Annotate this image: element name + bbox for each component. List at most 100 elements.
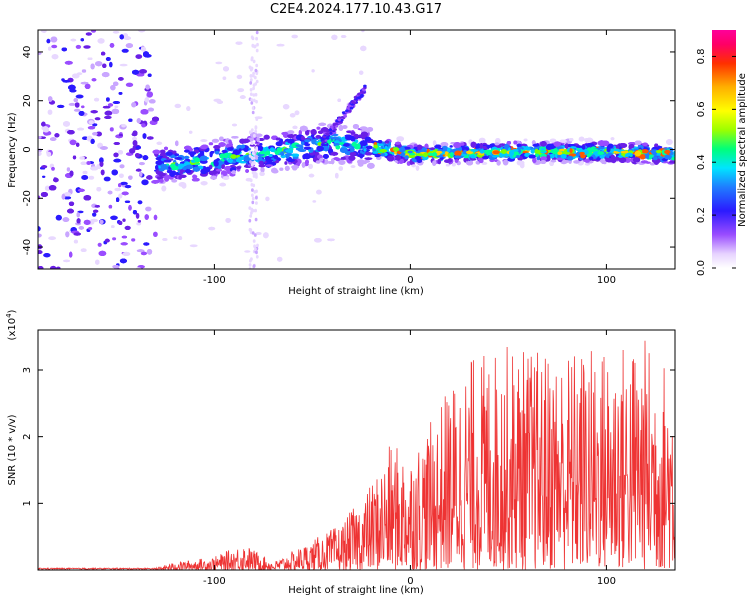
- spectrogram-cell: [576, 145, 583, 148]
- spectrogram-cell: [135, 54, 143, 59]
- spectrogram-cell: [523, 138, 528, 142]
- spectrogram-cell: [164, 146, 168, 151]
- spectrogram-cell: [109, 127, 114, 132]
- spectrogram-cell: [439, 157, 444, 160]
- spectrogram-cell: [417, 144, 422, 149]
- spectrogram-cell: [255, 232, 262, 235]
- spectrogram-cell: [208, 226, 216, 231]
- spectrogram-cell: [258, 160, 264, 166]
- spectrogram-cell: [249, 144, 256, 147]
- spectrogram-cell: [265, 150, 271, 156]
- spectrogram-cell: [132, 136, 137, 141]
- spectrogram-cell: [136, 221, 142, 226]
- spectrogram-cell: [304, 139, 311, 143]
- spectrogram-cell: [110, 215, 118, 220]
- spectrogram-cell: [664, 154, 672, 160]
- spectrogram-cell: [118, 173, 124, 179]
- spectrogram-cell: [624, 157, 631, 163]
- spectrogram-cell: [175, 140, 179, 147]
- spectrogram-cell: [76, 212, 80, 218]
- spectrogram-cell: [191, 177, 200, 182]
- spectrogram-cell: [163, 175, 172, 180]
- spectrogram-cell: [449, 145, 453, 148]
- spectrogram-cell: [131, 102, 137, 108]
- spectrogram-cell: [57, 104, 65, 108]
- spectrogram-cell: [87, 57, 93, 60]
- spectrogram-cell: [285, 149, 293, 153]
- spectrogram-cell: [550, 159, 557, 163]
- spectrogram-cell: [46, 38, 51, 44]
- spectrogram-cell: [671, 156, 675, 161]
- spectrogram-cell: [232, 123, 237, 127]
- spectrogram-cell: [184, 169, 192, 173]
- spectrogram-cell: [38, 233, 42, 238]
- spectrogram-cell: [110, 85, 116, 91]
- spectrogram-cell: [38, 136, 42, 139]
- spectrogram-cell: [241, 144, 246, 149]
- spectrogram-cell: [98, 250, 107, 256]
- spectrogram-cell: [188, 151, 197, 155]
- spectrogram-cell: [106, 97, 110, 102]
- spectrogram-cell: [44, 185, 51, 191]
- spectrogram-cell: [112, 101, 120, 104]
- spectrogram-cell: [136, 249, 145, 253]
- spectrogram-cell: [85, 32, 92, 36]
- spectrogram-cell: [156, 176, 164, 180]
- spectrogram-cell: [374, 153, 381, 158]
- spectrogram-cell: [119, 164, 125, 169]
- spectrogram-cell: [605, 157, 614, 163]
- spectrogram-cell: [131, 238, 136, 242]
- spectrogram-cell: [652, 156, 658, 161]
- spectrogram-cell: [669, 160, 675, 164]
- spectrogram-cell: [128, 205, 132, 211]
- spectrogram-cell: [142, 133, 147, 139]
- spectrogram-cell: [526, 147, 531, 151]
- spectrogram-cell: [353, 133, 359, 138]
- spectrogram-cell: [255, 133, 263, 137]
- spectrogram-cell: [263, 134, 270, 140]
- spectrogram-cell: [152, 281, 157, 286]
- spectrogram-cell: [482, 146, 487, 149]
- spectrogram-cell: [137, 302, 144, 305]
- spectrogram-cell: [357, 161, 364, 167]
- spectrogram-cell: [112, 265, 120, 269]
- spectrogram-cell: [139, 171, 143, 177]
- spectrogram-cell: [147, 136, 154, 140]
- spectrogram-cell: [95, 9, 102, 12]
- spectrogram-cell: [135, 288, 138, 292]
- spectrogram-cell: [567, 155, 574, 161]
- spectrogram-cell: [55, 214, 62, 221]
- spectrogram-cell: [41, 165, 48, 169]
- spectrogram-cell: [135, 212, 140, 219]
- spectrogram-cell: [292, 125, 298, 129]
- spectrogram-cell: [121, 123, 126, 128]
- spectrogram-cell: [284, 161, 288, 165]
- spectrogram-cell: [377, 140, 383, 144]
- spectrogram-cell: [597, 140, 606, 146]
- spectrogram-cell: [260, 167, 265, 173]
- spectrogram-cell: [48, 46, 52, 51]
- spectrogram-cell: [83, 45, 91, 49]
- spectrogram-cell: [68, 201, 75, 206]
- spectrogram-cell: [146, 249, 153, 255]
- spectrogram-cell: [363, 160, 370, 163]
- spectrogram-cell: [573, 160, 580, 164]
- spectrogram-cell: [47, 109, 53, 115]
- spectrogram-cell: [331, 34, 338, 40]
- spectrogram-cell: [294, 110, 300, 116]
- spectrogram-cell: [95, 131, 102, 137]
- spectrogram-cell: [358, 134, 362, 138]
- spectrogram-cell: [242, 138, 251, 143]
- spectrogram-cell: [350, 147, 355, 153]
- spectrogram-cell: [305, 129, 310, 136]
- spectrogram-cell: [272, 169, 279, 174]
- spectrogram-cell: [95, 61, 103, 67]
- spectrogram-cell: [51, 54, 59, 60]
- spectrogram-cell: [408, 152, 416, 156]
- spectrogram-cell: [38, 266, 44, 269]
- spectrogram-cell: [179, 171, 183, 175]
- spectrogram-cell: [183, 155, 190, 159]
- spectrogram-cell: [117, 150, 123, 155]
- spectrogram-cell: [96, 187, 102, 192]
- spectrogram-cell: [312, 200, 317, 203]
